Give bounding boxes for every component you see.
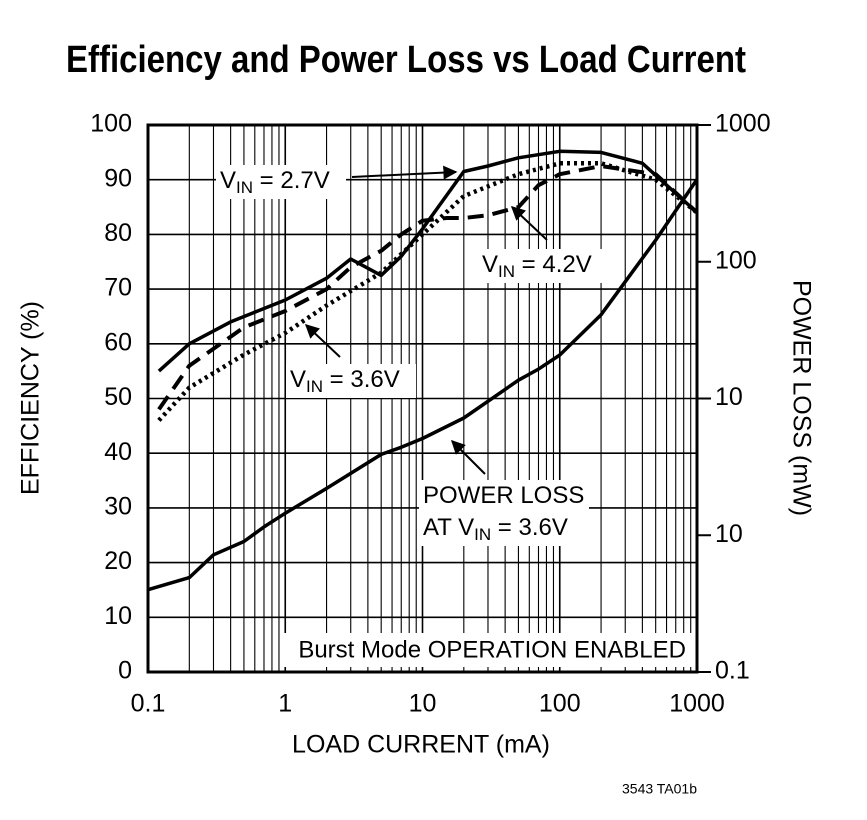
y-axis-label: EFFICIENCY (%) xyxy=(17,301,45,495)
y-tick-label: 60 xyxy=(104,328,132,356)
annotation: VIN = 3.6V xyxy=(290,366,400,396)
y-tick-label: 40 xyxy=(104,438,132,466)
series-line xyxy=(157,161,699,422)
annotation: VIN = 2.7V xyxy=(220,167,330,197)
chart-title: Efficiency and Power Loss vs Load Curren… xyxy=(66,39,746,81)
arrow xyxy=(451,440,486,475)
note: Burst Mode OPERATION ENABLED xyxy=(298,636,686,663)
annotation-part: V xyxy=(482,251,498,278)
annotation-part: V xyxy=(290,366,306,393)
arrow xyxy=(304,324,341,358)
annotation-part: = 3.6V xyxy=(491,514,568,541)
annotation-arrows xyxy=(304,165,548,475)
annotation-bg xyxy=(216,165,346,199)
x-tick-label: 10 xyxy=(409,690,437,718)
annotation-part: = 4.2V xyxy=(515,251,592,278)
annotation-part: AT V xyxy=(423,514,474,541)
annotation-part: = 2.7V xyxy=(253,167,330,194)
annotation-bg xyxy=(478,249,604,283)
x-axis-label: LOAD CURRENT (mA) xyxy=(292,731,550,759)
x-tick-label: 1 xyxy=(278,690,292,718)
series-line xyxy=(157,149,699,373)
annotation-subscript: IN xyxy=(236,178,253,197)
y-tick-label: 10 xyxy=(104,602,132,630)
y-tick-label: 90 xyxy=(104,164,132,192)
annotation-subscript: IN xyxy=(474,525,491,544)
annotation-subscript: IN xyxy=(498,262,515,281)
annotation-part: POWER LOSS xyxy=(423,482,584,509)
series-line xyxy=(157,164,699,411)
annotation: POWER LOSS xyxy=(423,482,584,509)
y2-tick-label: 10 xyxy=(715,383,743,411)
annotation-subscript: IN xyxy=(306,377,323,396)
annotation-part: V xyxy=(220,167,236,194)
y2-axis-label: POWER LOSS (mW) xyxy=(787,280,815,516)
x-tick-label: 100 xyxy=(539,690,581,718)
annotation-bg xyxy=(286,364,416,398)
y2-tick-label: 1000 xyxy=(715,110,771,138)
y-tick-label: 50 xyxy=(104,383,132,411)
y-tick-label: 20 xyxy=(104,547,132,575)
y-tick-label: 80 xyxy=(104,219,132,247)
y2-tick-label: 10 xyxy=(715,520,743,548)
x-tick-label: 0.1 xyxy=(131,690,166,718)
series-line xyxy=(147,178,699,592)
annotation: AT VIN = 3.6V xyxy=(423,514,568,544)
y-tick-label: 100 xyxy=(90,110,132,138)
y-tick-label: 70 xyxy=(104,274,132,302)
annotation-part: = 3.6V xyxy=(323,366,400,393)
arrow xyxy=(510,206,548,241)
footnote: 3543 TA01b xyxy=(622,781,697,797)
y2-tick-label: 0.1 xyxy=(715,657,750,685)
y-tick-label: 30 xyxy=(104,493,132,521)
arrow xyxy=(351,165,458,180)
y2-tick-label: 100 xyxy=(715,246,757,274)
annotation: VIN = 4.2V xyxy=(482,251,592,281)
annotation-bg xyxy=(419,512,589,546)
note-box xyxy=(280,633,692,667)
annotation-bg xyxy=(419,480,589,514)
x-tick-label: 1000 xyxy=(669,690,725,718)
y-tick-label: 0 xyxy=(118,657,132,685)
